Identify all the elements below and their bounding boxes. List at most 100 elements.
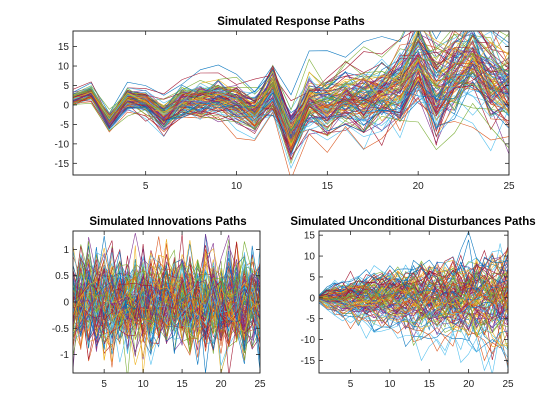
innovations-xtick-label: 25 — [254, 379, 266, 390]
innovations-series-line — [73, 252, 260, 339]
innovations-ytick-label: 1 — [63, 245, 69, 256]
response-series-line — [73, 31, 500, 120]
disturbances-ytick-label: -5 — [306, 314, 315, 325]
disturbances-ytick-label: 5 — [309, 272, 315, 283]
response-series-line — [73, 61, 509, 139]
response-series-line — [73, 32, 509, 123]
disturbances-axes-frame — [318, 230, 509, 374]
disturbances-series-line — [319, 260, 508, 300]
disturbances-series-line — [319, 298, 508, 331]
innovations-axes-frame — [72, 230, 261, 374]
innovations-series-line — [73, 256, 260, 340]
disturbances-xtick-label: 20 — [463, 379, 475, 390]
innovations-title: Simulated Innovations Paths — [89, 216, 246, 228]
response-series-line — [73, 63, 509, 131]
disturbances-ytick-label: -15 — [301, 356, 316, 367]
innovations-series-group — [73, 232, 260, 373]
innovations-ytick-label: 0 — [63, 298, 69, 309]
response-series-line — [73, 31, 509, 123]
response-series-line — [73, 97, 509, 175]
disturbances-series-line — [319, 301, 508, 372]
disturbances-ytick-label: -10 — [301, 335, 316, 346]
disturbances-ytick-label: 10 — [304, 252, 316, 263]
response-series-line — [73, 40, 509, 138]
innovations-series-line — [73, 262, 260, 362]
disturbances-xtick-label: 25 — [502, 379, 514, 390]
innovations-xtick-label: 5 — [101, 379, 107, 390]
innovations-xtick-label: 20 — [215, 379, 227, 390]
response-series-group — [73, 31, 509, 175]
innovations-series-line — [73, 262, 260, 334]
innovations-series-line — [73, 245, 260, 373]
response-series-line — [73, 64, 509, 134]
response-series-line — [73, 81, 509, 155]
innovations-series-line — [73, 249, 260, 361]
disturbances-series-line — [319, 281, 508, 328]
innovations-series-line — [73, 251, 260, 344]
innovations-series-line — [73, 252, 260, 341]
disturbances-series-line — [319, 270, 508, 316]
response-series-line — [73, 39, 509, 152]
disturbances-series-line — [319, 300, 508, 336]
disturbances-series-line — [319, 286, 508, 321]
innovations-xtick-label: 10 — [138, 379, 150, 390]
innovations-series-line — [73, 241, 260, 354]
response-ytick-label: 15 — [58, 42, 70, 53]
response-xtick-label: 25 — [503, 181, 515, 192]
response-series-line — [73, 98, 509, 165]
disturbances-series-line — [319, 281, 508, 315]
disturbances-series-line — [319, 260, 508, 298]
innovations-xtick-label: 15 — [177, 379, 189, 390]
response-series-line — [73, 53, 509, 133]
response-xtick-label: 5 — [143, 181, 149, 192]
disturbances-series-line — [319, 299, 508, 353]
disturbances-series-line — [319, 274, 508, 314]
innovations-series-line — [73, 260, 260, 355]
response-title: Simulated Response Paths — [217, 16, 365, 28]
response-series-line — [73, 61, 509, 141]
response-series-line — [73, 81, 509, 157]
response-xtick-label: 10 — [231, 181, 243, 192]
disturbances-xtick-label: 10 — [384, 379, 396, 390]
innovations-series-line — [73, 248, 260, 340]
innovations-series-line — [73, 264, 260, 333]
disturbances-ticks-group: 5 10 15 20 25 -15 -10 -5 0 5 10 15 — [301, 230, 514, 390]
response-ticks-group: 5 10 15 20 25 -15 -10 -5 0 5 10 15 — [55, 30, 515, 192]
disturbances-series-line — [319, 275, 508, 310]
response-xtick-label: 20 — [413, 181, 425, 192]
response-axes-frame — [72, 30, 510, 176]
response-ytick-label: 5 — [63, 81, 69, 92]
innovations-ticks-group: 5 10 15 20 25 -1 -0.5 0 0.5 1 — [52, 230, 266, 390]
disturbances-ytick-label: 0 — [309, 293, 315, 304]
response-series-line — [73, 73, 509, 153]
disturbances-series-line — [319, 301, 508, 362]
disturbances-xtick-label: 15 — [424, 379, 436, 390]
response-axes: Simulated Response Paths 5 10 15 20 25 -15 -10… — [55, 16, 515, 192]
disturbances-series-line — [319, 249, 508, 297]
innovations-ytick-label: -1 — [60, 350, 69, 361]
response-series-line — [73, 41, 509, 131]
disturbances-xtick-label: 5 — [348, 379, 354, 390]
disturbances-series-line — [319, 297, 508, 334]
innovations-series-line — [73, 241, 260, 322]
innovations-series-line — [73, 239, 260, 365]
innovations-series-line — [73, 282, 260, 335]
response-series-line — [73, 31, 509, 135]
response-ytick-label: 0 — [63, 100, 69, 111]
disturbances-series-line — [319, 239, 508, 297]
innovations-ytick-label: 0.5 — [55, 271, 69, 282]
response-series-line — [73, 31, 442, 114]
innovations-series-line — [73, 264, 260, 354]
innovations-series-line — [73, 245, 260, 354]
response-xtick-label: 15 — [322, 181, 334, 192]
disturbances-series-line — [319, 293, 508, 347]
response-ytick-label: -15 — [55, 159, 70, 170]
innovations-series-line — [73, 259, 260, 368]
disturbances-ytick-label: 15 — [304, 231, 316, 242]
disturbances-series-line — [319, 287, 508, 325]
innovations-series-line — [73, 264, 260, 350]
innovations-ytick-label: -0.5 — [52, 324, 70, 335]
disturbances-series-line — [319, 299, 508, 348]
disturbances-series-line — [319, 275, 508, 314]
